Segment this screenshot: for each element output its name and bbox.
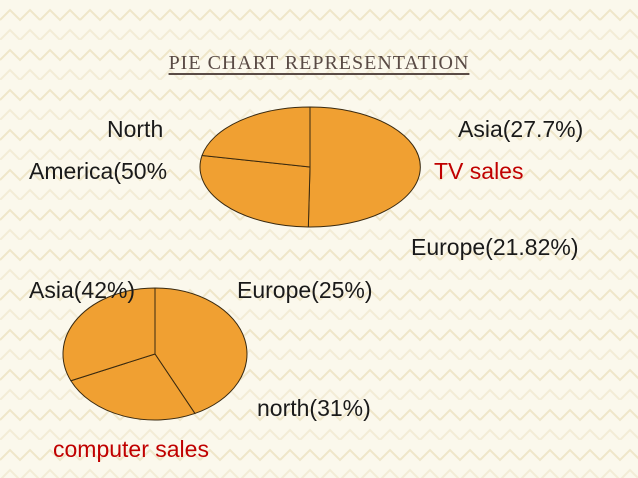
pie-slice-2-1 <box>154 287 248 415</box>
chart-title-computer-sales: computer sales <box>53 436 209 462</box>
slice-label-north-america-line1: North <box>107 116 164 142</box>
slice-label-asia: Asia(27.7%) <box>458 116 584 142</box>
slice-label-north-2: north(31%) <box>257 395 371 421</box>
pie-slice-2-2 <box>70 353 196 421</box>
slice-label-north-america-line2: America(50% <box>29 158 168 184</box>
slide-title: PIE CHART REPRESENTATION <box>168 52 470 74</box>
pie-slice-1-2 <box>199 154 311 228</box>
pie-slice-1-3 <box>201 106 311 168</box>
slice-label-europe: Europe(21.82%) <box>411 234 579 260</box>
tv-sales-pie <box>199 106 421 228</box>
computer-sales-pie <box>62 287 248 421</box>
chart-title-tv-sales: TV sales <box>434 158 524 184</box>
pie-slice-2-3 <box>62 287 156 382</box>
slice-label-asia-2: Asia(42%) <box>29 277 136 303</box>
slice-label-europe-2: Europe(25%) <box>237 277 373 303</box>
pie-slice-1-1 <box>307 106 421 228</box>
